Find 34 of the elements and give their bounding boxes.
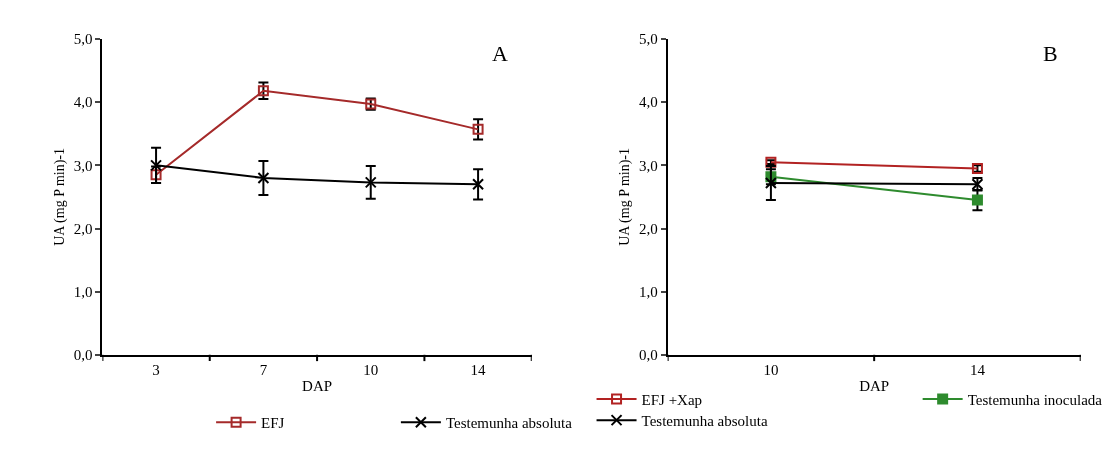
point bbox=[472, 123, 484, 135]
x-axis-title: DAP bbox=[302, 378, 333, 395]
x-tick-label: 10 bbox=[763, 361, 779, 378]
annotation: A bbox=[492, 41, 508, 66]
y-tick-label: 2,0 bbox=[638, 220, 658, 237]
legend-label: Testemunha absoluta bbox=[641, 412, 768, 429]
y-tick-label: 5,0 bbox=[638, 31, 658, 48]
x-tick-label: 7 bbox=[259, 361, 268, 378]
y-tick-label: 3,0 bbox=[638, 157, 658, 174]
point bbox=[257, 171, 270, 184]
legend-label: Testemunha inoculada bbox=[967, 391, 1103, 408]
legend-label: EFJ +Xap bbox=[641, 391, 703, 408]
y-tick-label: 1,0 bbox=[73, 283, 93, 300]
y-axis-title: UA (mg P min)-1 bbox=[51, 147, 68, 246]
point bbox=[364, 176, 377, 189]
x-axis-title: DAP bbox=[859, 378, 890, 395]
x-tick-label: 14 bbox=[470, 361, 487, 378]
x-tick-label: 14 bbox=[969, 361, 986, 378]
y-tick-label: 4,0 bbox=[638, 94, 658, 111]
y-tick-label: 5,0 bbox=[73, 31, 93, 48]
legend-label: Testemunha absoluta bbox=[445, 415, 573, 432]
x-tick-label: 10 bbox=[363, 361, 379, 378]
point bbox=[971, 194, 983, 206]
y-axis-title: UA (mg P min)-1 bbox=[616, 147, 633, 246]
point bbox=[472, 178, 485, 191]
legend-label: EFJ bbox=[261, 415, 285, 432]
annotation: B bbox=[1043, 41, 1058, 66]
x-tick-label: 3 bbox=[152, 361, 160, 378]
y-tick-label: 1,0 bbox=[638, 283, 658, 300]
y-tick-label: 0,0 bbox=[638, 347, 658, 364]
y-tick-label: 0,0 bbox=[73, 347, 93, 364]
y-tick-label: 2,0 bbox=[73, 220, 93, 237]
y-tick-label: 3,0 bbox=[73, 157, 93, 174]
y-tick-label: 4,0 bbox=[73, 94, 93, 111]
